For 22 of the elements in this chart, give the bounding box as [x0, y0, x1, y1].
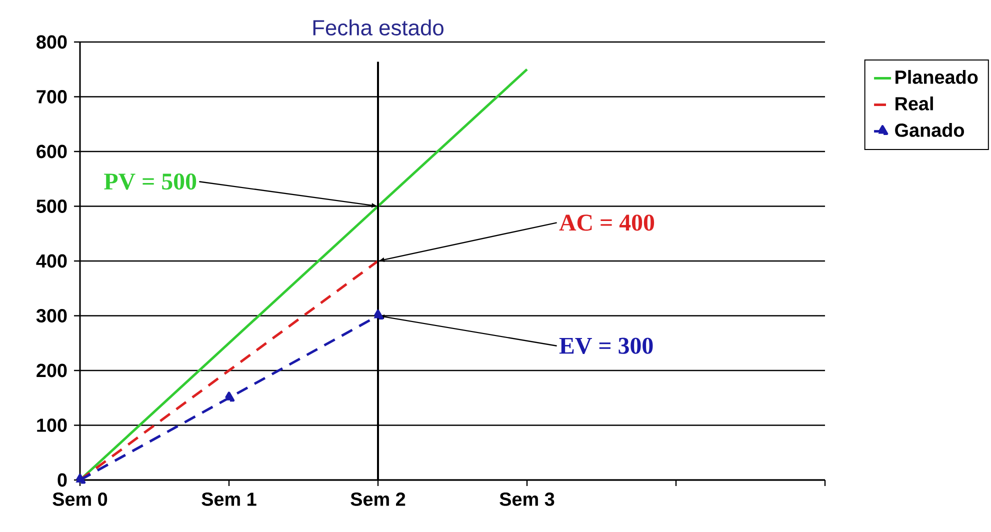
y-tick-label: 300: [36, 309, 67, 322]
legend-label: Planeado: [896, 70, 978, 84]
point: [74, 474, 86, 484]
legend-label: Real: [896, 96, 933, 110]
legend-label: Ganado: [895, 123, 964, 137]
annotation: EV = 300: [559, 338, 653, 354]
y-tick-label: 400: [36, 254, 67, 268]
y-tick-label: 600: [36, 144, 67, 158]
x-tick-label: Sem 3: [500, 492, 554, 506]
x-tick-label: Sem 0: [52, 492, 108, 506]
x-tick-label: Sem 2: [350, 492, 406, 506]
annotation: AC = 400: [559, 214, 654, 231]
point: [372, 310, 384, 320]
y-tick-label: 0: [58, 473, 67, 487]
y-tick-label: 700: [36, 90, 67, 104]
x-tick-label: Sem 1: [202, 492, 256, 506]
y-tick-label: 800: [36, 35, 67, 49]
ref-line-label: Fecha estado: [313, 19, 444, 36]
y-tick-label: 200: [36, 364, 67, 378]
y-tick-label: 100: [37, 418, 67, 432]
annotation: PV = 500: [104, 173, 196, 190]
y-tick-label: 500: [36, 200, 67, 213]
